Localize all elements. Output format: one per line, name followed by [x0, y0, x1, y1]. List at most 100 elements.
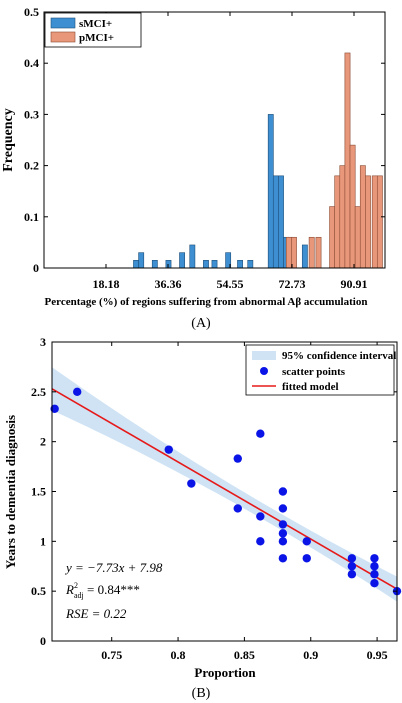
- histogram-bar-smci: [138, 252, 145, 269]
- x-tick-label: 36.36: [154, 277, 181, 291]
- histogram-bar-smci: [151, 260, 158, 269]
- scatter-point: [347, 554, 357, 563]
- x-tick-label: 0.8: [171, 648, 186, 662]
- histogram-y-axis-label: Frequency: [1, 108, 16, 172]
- y-tick-label: 0.1: [24, 210, 39, 224]
- histogram-bar-pmci: [339, 165, 346, 269]
- histogram-bar-pmci: [365, 175, 371, 269]
- legend-label-fit: fitted model: [282, 381, 339, 393]
- scatter-point: [278, 504, 288, 513]
- scatter-point: [164, 445, 173, 454]
- legend-label-pmci: pMCI+: [79, 32, 114, 44]
- legend-label-points: scatter points: [282, 366, 346, 378]
- histogram-bar-smci: [189, 244, 196, 269]
- histogram-bar-pmci: [349, 144, 356, 269]
- confidence-interval-band: [52, 367, 397, 602]
- histogram-axes-frame: [43, 11, 386, 269]
- y-tick-label: 1.5: [31, 485, 46, 499]
- scatter-point: [73, 387, 82, 397]
- r2-symbol: R: [65, 582, 74, 597]
- histogram-bar-pmci: [291, 236, 297, 269]
- histogram-bar-pmci: [315, 236, 322, 269]
- histogram-legend: sMCI+ pMCI+: [44, 12, 142, 48]
- histogram-bar-smci: [237, 260, 243, 269]
- scatter-point: [302, 554, 311, 563]
- legend-label-smci: sMCI+: [79, 18, 112, 30]
- histogram-bar-smci: [272, 175, 279, 269]
- histogram-bar-smci: [301, 244, 308, 269]
- x-tick-label: 90.91: [341, 277, 368, 291]
- x-tick-label: 0.85: [234, 648, 255, 662]
- legend-swatch-points: [260, 367, 268, 375]
- legend-swatch-ci: [252, 351, 276, 360]
- histogram-bar-pmci: [285, 236, 292, 269]
- scatter-x-axis-label: Proportion: [194, 665, 256, 680]
- histogram-bar-pmci: [334, 175, 341, 269]
- legend-label-ci: 95% confidence interval: [282, 350, 396, 362]
- histogram-bar-pmci: [376, 175, 383, 269]
- histogram-bars: [133, 52, 383, 269]
- histogram-bar-smci: [211, 260, 218, 269]
- scatter-point: [347, 570, 357, 579]
- legend-swatch-smci: [50, 17, 76, 29]
- y-tick-label: 2: [40, 435, 46, 449]
- scatter-point: [233, 504, 242, 513]
- histogram-bar-pmci: [354, 206, 361, 269]
- x-tick-label: 0.75: [101, 648, 122, 662]
- equation-annotation: y = −7.73x + 7.98: [64, 560, 163, 575]
- scatter-point: [370, 562, 379, 571]
- y-tick-label: 0.5: [31, 584, 46, 598]
- x-tick-label: 72.73: [279, 277, 306, 291]
- histogram-bar-smci: [179, 252, 186, 269]
- scatter-point: [256, 537, 265, 546]
- histogram-bar-pmci: [344, 52, 351, 269]
- scatter-panel: 0.75 0.8 0.85 0.9 0.95 0 0.5 1 1.5 2 2.5 3 Years to…: [3, 335, 402, 701]
- scatter-point: [370, 578, 379, 588]
- scatter-points: [50, 387, 402, 596]
- rse-annotation: RSE = 0.22: [65, 606, 127, 621]
- histogram-bar-smci: [267, 114, 274, 269]
- y-tick-label: 0: [40, 634, 46, 648]
- x-tick-label: 0.9: [303, 648, 318, 662]
- scatter-point: [256, 512, 265, 521]
- y-tick-label: 0: [33, 261, 39, 275]
- scatter-point: [278, 554, 288, 563]
- scatter-point: [50, 404, 59, 413]
- histogram-bar-smci: [133, 260, 139, 269]
- scatter-ticks: 0.75 0.8 0.85 0.9 0.95 0 0.5 1 1.5 2 2.5 3: [31, 335, 397, 662]
- y-tick-label: 0.5: [24, 5, 39, 19]
- r2-superscript: 2: [74, 581, 78, 590]
- y-tick-label: 1: [40, 534, 46, 548]
- x-tick-label: 18.18: [92, 277, 119, 291]
- scatter-point: [233, 454, 242, 463]
- x-tick-label: 0.95: [367, 648, 388, 662]
- scatter-point: [370, 570, 379, 579]
- y-tick-label: 0.4: [24, 56, 39, 70]
- histogram-x-axis-label: Percentage (%) of regions suffering from…: [45, 296, 368, 308]
- histogram-bar-pmci: [371, 175, 378, 269]
- scatter-point: [278, 487, 288, 496]
- histogram-panel: 18.18 36.36 54.55 72.73 90.91 0 0.1 0.2 0.3 0.4 0.…: [1, 5, 386, 331]
- scatter-point: [278, 520, 288, 529]
- y-tick-label: 0.2: [24, 159, 39, 173]
- scatter-point: [347, 562, 357, 571]
- scatter-point: [187, 479, 196, 488]
- legend-swatch-pmci: [50, 31, 76, 43]
- r-squared-annotation: R2 adj = 0.84***: [65, 581, 140, 600]
- fitted-model-line: [51, 388, 398, 590]
- y-tick-label: 2.5: [31, 385, 46, 399]
- r2-subscript: adj: [74, 591, 84, 600]
- scatter-point: [256, 429, 265, 438]
- scatter-point: [302, 537, 311, 546]
- scatter-point: [370, 554, 379, 563]
- histogram-ticks: 18.18 36.36 54.55 72.73 90.91 0 0.1 0.2 0.3 0.4 0.…: [24, 5, 385, 291]
- scatter-point: [278, 537, 288, 546]
- y-tick-label: 3: [40, 335, 46, 349]
- scatter-point: [278, 529, 288, 538]
- model-annotations: y = −7.73x + 7.98 R2 adj = 0.84*** RSE = …: [64, 560, 163, 621]
- scatter-legend: 95% confidence interval scatter points f…: [245, 344, 396, 396]
- histogram-bar-smci: [203, 260, 209, 269]
- panel-b-label: (B): [192, 686, 211, 701]
- histogram-bar-pmci: [359, 165, 366, 269]
